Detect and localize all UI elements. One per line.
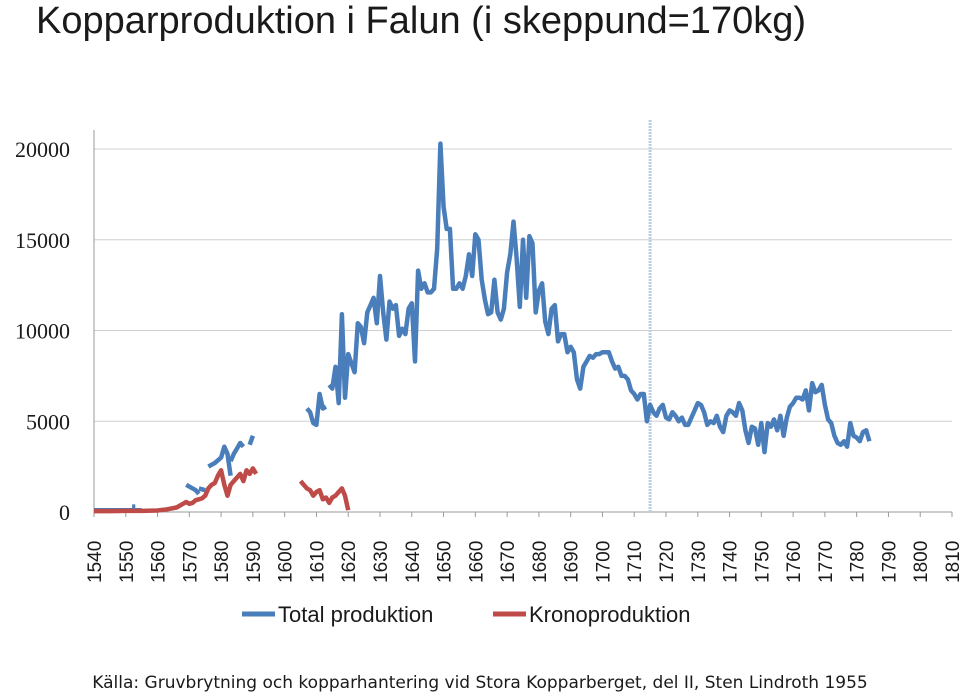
series-krono bbox=[94, 466, 351, 514]
source-note: Källa: Gruvbrytning och kopparhantering … bbox=[92, 673, 868, 693]
legend-label-total: Total produktion bbox=[278, 602, 433, 627]
series-layer bbox=[94, 141, 872, 514]
x-tick-label: 1570 bbox=[180, 541, 201, 583]
x-tick-label: 1750 bbox=[752, 541, 773, 583]
x-tick-label: 1600 bbox=[276, 541, 297, 583]
x-tick-label: 1620 bbox=[339, 541, 360, 583]
x-tick-label: 1780 bbox=[848, 541, 869, 583]
series-line-total bbox=[305, 391, 328, 428]
x-tick-label: 1540 bbox=[85, 541, 106, 583]
x-tick-label: 1610 bbox=[307, 541, 328, 583]
y-tick-label: 15000 bbox=[15, 228, 70, 253]
x-tick-label: 1800 bbox=[911, 541, 932, 583]
series-line-total bbox=[185, 482, 201, 496]
x-tick-label: 1670 bbox=[498, 541, 519, 583]
y-ticks: 0 5000 10000 15000 20000 bbox=[15, 137, 70, 525]
legend-label-krono: Kronoproduktion bbox=[529, 602, 690, 627]
x-tick-label: 1760 bbox=[784, 541, 805, 583]
series-line-total bbox=[228, 440, 246, 463]
y-tick-label: 10000 bbox=[15, 319, 70, 344]
y-tick-label: 20000 bbox=[15, 137, 70, 162]
series-line-total bbox=[207, 444, 233, 477]
series-line-total bbox=[198, 486, 206, 493]
series-line-krono bbox=[298, 479, 351, 511]
x-tick-label: 1630 bbox=[371, 541, 392, 583]
x-tick-label: 1810 bbox=[943, 541, 960, 583]
x-tick-label: 1710 bbox=[625, 541, 646, 583]
x-tick-label: 1690 bbox=[562, 541, 583, 583]
x-tick-label: 1740 bbox=[721, 541, 742, 583]
x-tick-label: 1730 bbox=[689, 541, 710, 583]
x-tick-label: 1700 bbox=[593, 541, 614, 583]
x-tick-label: 1560 bbox=[149, 541, 170, 583]
y-tick-label: 5000 bbox=[26, 409, 70, 434]
x-tick-label: 1680 bbox=[530, 541, 551, 583]
y-tick-label: 0 bbox=[59, 500, 70, 525]
x-tick-label: 1550 bbox=[117, 541, 138, 583]
series-line-total bbox=[327, 141, 872, 455]
x-tick-label: 1770 bbox=[816, 541, 837, 583]
legend: Total produktion Kronoproduktion bbox=[242, 602, 690, 627]
x-tick-label: 1650 bbox=[435, 541, 456, 583]
series-line-krono bbox=[94, 466, 259, 514]
x-tick-label: 1590 bbox=[244, 541, 265, 583]
x-tick-label: 1790 bbox=[879, 541, 900, 583]
series-total bbox=[94, 141, 872, 513]
x-tick-label: 1660 bbox=[466, 541, 487, 583]
chart-title: Kopparproduktion i Falun (i skeppund=170… bbox=[36, 0, 807, 42]
x-tick-label: 1720 bbox=[657, 541, 678, 583]
series-line-total bbox=[247, 435, 256, 446]
x-tick-label: 1640 bbox=[403, 541, 424, 583]
x-ticks: 1540 1550 1560 1570 1580 1590 1600 1610 1620 1630… bbox=[85, 512, 960, 583]
x-tick-label: 1580 bbox=[212, 541, 233, 583]
